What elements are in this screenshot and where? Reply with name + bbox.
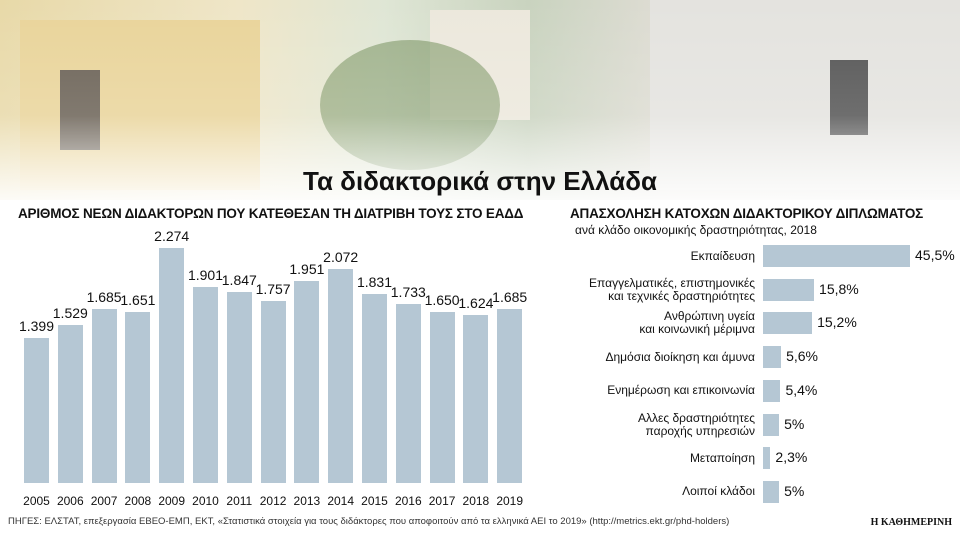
value-label: 1.733 [390, 283, 426, 300]
value-label: 1.847 [221, 272, 257, 289]
fade [0, 0, 960, 210]
bar [328, 268, 354, 483]
chart-title: ΑΡΙΘΜΟΣ ΝΕΩΝ ΔΙΔΑΚΤΟΡΩΝ ΠΟΥ ΚΑΤΕΘΕΣΑΝ ΤΗ… [18, 206, 524, 221]
x-tick-label: 2014 [327, 494, 355, 508]
value-label: 15,8% [819, 280, 859, 297]
x-tick-label: 2012 [259, 494, 287, 508]
bar [24, 338, 49, 483]
bar [763, 480, 780, 503]
value-label: 1.757 [255, 281, 291, 298]
x-tick-label: 2016 [394, 494, 422, 508]
value-label: 2.274 [154, 228, 190, 244]
bar [395, 303, 421, 483]
value-label: 45,5% [915, 247, 955, 263]
value-label: 2,3% [775, 449, 808, 466]
main-title: Τα διδακτορικά στην Ελλάδα [303, 166, 657, 196]
category-label: Μεταποίηση [689, 450, 755, 465]
value-label: 5,6% [786, 348, 818, 365]
value-label: 1.624 [458, 295, 494, 312]
x-tick-label: 2015 [361, 494, 388, 508]
bar [91, 308, 117, 483]
value-label: 1.685 [492, 288, 528, 305]
bar [497, 308, 523, 483]
bar [193, 286, 218, 483]
bar [57, 324, 83, 483]
category-label: Ενημέρωση και επικοινωνία [607, 383, 755, 398]
x-tick-label: 2009 [158, 494, 186, 508]
x-tick-label: 2011 [226, 494, 253, 508]
value-label: 5% [784, 482, 805, 499]
bar [125, 312, 151, 483]
category-label: Ανθρώπινη υγεία και κοινωνική μέριμνα [639, 309, 755, 337]
bar [763, 379, 781, 402]
value-label: 1.831 [356, 273, 393, 290]
bar [294, 281, 320, 483]
bar [463, 315, 489, 483]
bar [429, 312, 455, 483]
bar [763, 245, 910, 267]
x-tick-label: 2017 [428, 494, 456, 508]
bar [226, 292, 252, 483]
bar [763, 447, 771, 470]
x-tick-label: 2018 [462, 494, 490, 508]
category-label: Επαγγελματικές, επιστημονικές και τεχνικ… [589, 275, 755, 303]
x-tick-label: 2006 [56, 494, 84, 508]
category-label: Εκπαίδευση [690, 248, 755, 263]
x-tick-label: 2010 [192, 494, 219, 508]
value-label: 1.651 [120, 292, 156, 309]
value-label: 1.901 [187, 266, 224, 283]
value-label: 1.399 [18, 318, 55, 335]
source: ΠΗΓΕΣ: ΕΛΣΤΑΤ, επεξεργασία ΕΒΕΟ-ΕΜΠ, ΕΚΤ… [8, 516, 730, 527]
chart-title: ΑΠΑΣΧΟΛΗΣΗ ΚΑΤΟΧΩΝ ΔΙΔΑΚΤΟΡΙΚΟΥ ΔΙΠΛΩΜΑΤ… [570, 206, 924, 221]
x-tick-label: 2007 [90, 494, 118, 508]
bar [763, 278, 815, 301]
bar [260, 301, 286, 483]
x-tick-label: 2019 [496, 494, 524, 508]
value-label: 15,2% [817, 314, 857, 331]
category-label: Αλλες δραστηριότητες παροχής υπηρεσιών [637, 410, 755, 438]
value-label: 5% [784, 415, 805, 432]
x-tick-label: 2008 [124, 494, 152, 508]
value-label: 1.951 [289, 261, 325, 278]
bar [362, 293, 387, 483]
category-label: Δημόσια διοίκηση και άμυνα [605, 349, 755, 364]
value-label: 2.072 [323, 248, 359, 265]
value-label: 1.529 [52, 304, 88, 321]
x-tick-label: 2005 [23, 494, 50, 508]
bar [763, 413, 780, 436]
publisher: Η ΚΑΘΗΜΕΡΙΝΗ [870, 517, 952, 528]
chart-subtitle: ανά κλάδο οικονομικής δραστηριότητας, 20… [575, 223, 817, 237]
bar [159, 248, 185, 483]
value-label: 1.650 [424, 292, 460, 309]
bar [763, 346, 782, 369]
value-label: 1.685 [86, 288, 122, 305]
x-tick-label: 2013 [293, 494, 321, 508]
bar [763, 312, 813, 335]
category-label: Λοιποί κλάδοι [682, 484, 755, 499]
value-label: 5,4% [785, 381, 818, 398]
